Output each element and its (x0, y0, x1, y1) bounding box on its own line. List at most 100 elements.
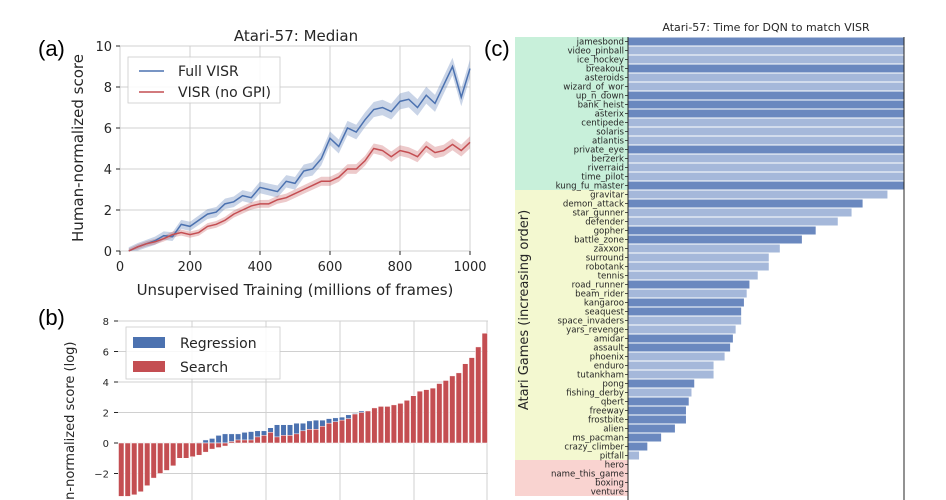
b-bar-search (235, 439, 242, 444)
c-bar (628, 82, 904, 91)
c-category-label: video_pinball (567, 47, 624, 57)
b-bar-regression (222, 433, 229, 444)
c-category-label: gopher (594, 227, 625, 237)
b-bar-search (449, 375, 456, 444)
c-bar (628, 91, 904, 100)
b-bar-search (248, 439, 255, 444)
c-bar (628, 118, 904, 127)
b-bar-search (241, 439, 248, 444)
c-bar (628, 253, 769, 262)
c-bar (628, 370, 714, 379)
c-category-label: kangaroo (584, 299, 624, 309)
a-band-0 (128, 57, 470, 251)
c-category-label: alien (603, 425, 624, 435)
c-bar (628, 37, 904, 46)
b-bar-search (371, 407, 378, 444)
a-xtick-label: 400 (248, 260, 273, 275)
c-category-label: demon_attack (563, 200, 624, 210)
c-ylabel: Atari Games (increasing order) (517, 210, 532, 410)
c-category-label: phoenix (590, 353, 624, 363)
b-bar-search (351, 413, 358, 444)
b-ytick-label: 6 (103, 348, 109, 359)
b-bar-search (137, 442, 144, 493)
b-bar-search (358, 412, 365, 444)
b-bar-search (384, 406, 391, 444)
c-category-label: berzerk (591, 155, 624, 165)
c-category-label: zaxxon (594, 245, 624, 255)
panel-b-bar-chart: −2 0 2 4 6 8 Human-normalized score (log) Reg… (63, 317, 488, 500)
b-bar-search (274, 436, 281, 444)
b-ytick-label: −2 (94, 470, 109, 481)
c-bar (628, 433, 662, 442)
c-category-label: pong (602, 380, 624, 390)
b-bar-search (468, 357, 475, 444)
c-bars (628, 37, 904, 460)
c-bar (628, 64, 904, 73)
b-bar-search (267, 432, 274, 444)
c-bar (628, 226, 816, 235)
c-category-label: pitfall (600, 452, 624, 462)
a-xtick-label: 800 (388, 260, 413, 275)
b-bar-search (189, 442, 196, 457)
c-category-label: venture (591, 488, 624, 498)
b-bar-search (397, 403, 404, 444)
c-bar (628, 397, 689, 406)
a-ytick-label: 10 (95, 40, 112, 55)
c-category-label: breakout (586, 65, 625, 75)
c-bar (628, 442, 648, 451)
b-legend-swatch-search (133, 361, 165, 372)
c-bar (628, 163, 904, 172)
c-group-bg-always-match (515, 37, 628, 190)
c-bar (628, 451, 640, 460)
b-bar-search (332, 421, 339, 444)
a-ytick-label: 8 (104, 81, 112, 96)
c-category-label: time_pilot (581, 173, 624, 183)
c-bar (628, 406, 686, 415)
c-bar (628, 334, 733, 343)
a-xtick-label: 200 (178, 260, 203, 275)
b-bar-search (423, 389, 430, 444)
a-xlabel: Unsupervised Training (millions of frame… (137, 281, 454, 299)
c-category-label: ms_pacman (572, 434, 624, 444)
a-ylabel: Human-normalized score (69, 54, 87, 242)
c-bar (628, 388, 692, 397)
b-axes: −2 0 2 4 6 8 (94, 317, 118, 481)
c-title: Atari-57: Time for DQN to match VISR (662, 21, 870, 34)
c-bar (628, 379, 695, 388)
c-bar (628, 307, 742, 316)
c-bar (628, 325, 736, 334)
a-series-line-0 (128, 64, 471, 252)
b-bar-search (202, 442, 209, 453)
b-bars (118, 332, 488, 497)
b-bar-search (222, 442, 229, 447)
a-ytick-label: 4 (104, 163, 112, 178)
c-category-label: qbert (601, 398, 625, 408)
b-bar-search (183, 442, 190, 459)
b-bar-search (345, 418, 352, 444)
b-bar-search (215, 442, 222, 448)
c-category-label: space_invaders (558, 317, 625, 327)
c-bar (628, 145, 904, 154)
a-legend: Full VISR VISR (no GPI) (127, 56, 281, 104)
c-bar (628, 343, 731, 352)
b-bar-search (176, 442, 183, 459)
c-category-label: riverraid (588, 164, 624, 174)
c-category-label: up_n_down (576, 92, 624, 102)
b-bar-search (442, 380, 449, 444)
c-category-label: bank_heist (578, 101, 625, 111)
c-bar (628, 172, 904, 181)
c-category-label: wizard_of_wor (563, 83, 624, 93)
c-bar (628, 190, 888, 199)
c-category-label: private_eye (574, 146, 624, 156)
c-category-label: assault (593, 344, 624, 354)
b-bar-search (312, 429, 319, 444)
b-legend-swatch-regression (133, 337, 165, 348)
panel-c-horizontal-bar-chart: jamesbondvideo_pinballice_hockeybreakout… (515, 21, 905, 500)
b-bar-search (293, 433, 300, 444)
c-bar (628, 55, 904, 64)
c-bar (628, 154, 904, 163)
a-title: Atari-57: Median (234, 27, 358, 45)
c-category-label: gravitar (590, 191, 624, 201)
b-legend-label-search: Search (180, 360, 228, 376)
